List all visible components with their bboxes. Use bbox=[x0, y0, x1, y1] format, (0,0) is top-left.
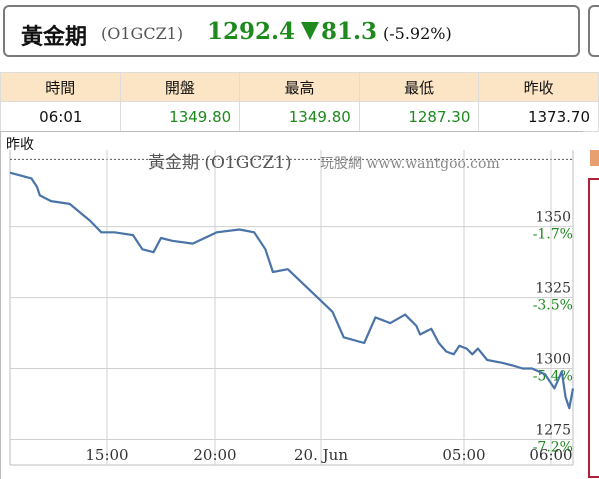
instrument-code: (O1GCZ1) bbox=[101, 24, 184, 43]
header-high: 最高 bbox=[239, 72, 360, 102]
side-panel-box[interactable] bbox=[588, 5, 599, 57]
quote-table: 時間 開盤 最高 最低 昨收 06:01 1349.80 1349.80 128… bbox=[0, 72, 599, 132]
x-axis-ticks: 15:00 20:00 20. Jun 05:00 06:00 bbox=[85, 446, 572, 464]
y-tick-label: 1350 bbox=[535, 210, 571, 226]
value-high: 1349.80 bbox=[239, 101, 360, 132]
x-tick-label: 20. Jun bbox=[294, 446, 348, 464]
y-tick-label: 1325 bbox=[535, 281, 571, 297]
header-open: 開盤 bbox=[119, 72, 241, 102]
header-prev-close: 昨收 bbox=[478, 72, 599, 102]
value-prev-close: 1373.70 bbox=[478, 101, 599, 132]
y-axis-ticks: 1350-1.7%1325-3.5%1300-5.4%1275-7.2% bbox=[533, 210, 573, 456]
value-open: 1349.80 bbox=[119, 101, 241, 132]
instrument-name: 黃金期 bbox=[21, 24, 88, 50]
quote-header: 黃金期 (O1GCZ1) 1292.4 81.3 (-5.92%) bbox=[3, 5, 580, 57]
y-tick-percent-label: -1.7% bbox=[533, 227, 573, 243]
chart-watermark: 玩股網 www.wantgoo.com bbox=[320, 156, 500, 172]
price-series-line bbox=[9, 171, 575, 410]
x-tick-label: 05:00 bbox=[442, 446, 485, 464]
y-tick-label: 1275 bbox=[535, 422, 571, 438]
header-time: 時間 bbox=[0, 72, 121, 102]
down-triangle-icon bbox=[301, 22, 319, 40]
x-tick-label: 06:00 bbox=[529, 446, 572, 464]
prev-close-label: 昨收 bbox=[6, 137, 34, 153]
price-change: 81.3 bbox=[321, 18, 378, 45]
chart-title: 黃金期 (O1GCZ1) bbox=[148, 153, 292, 173]
y-tick-percent-label: -7.2% bbox=[533, 439, 573, 455]
x-tick-label: 15:00 bbox=[85, 446, 128, 464]
chart-frame bbox=[0, 131, 583, 479]
price-change-percent: (-5.92%) bbox=[383, 24, 452, 43]
y-tick-percent-label: -3.5% bbox=[533, 298, 573, 314]
last-price: 1292.4 bbox=[207, 18, 296, 45]
side-tab-orange[interactable] bbox=[590, 150, 599, 166]
x-tick-label: 20:00 bbox=[193, 446, 236, 464]
quote-table-header-row: 時間 開盤 最高 最低 昨收 bbox=[0, 72, 599, 102]
side-tab-inner bbox=[590, 180, 599, 476]
chart-grid bbox=[9, 150, 574, 466]
y-tick-label: 1300 bbox=[535, 352, 571, 368]
